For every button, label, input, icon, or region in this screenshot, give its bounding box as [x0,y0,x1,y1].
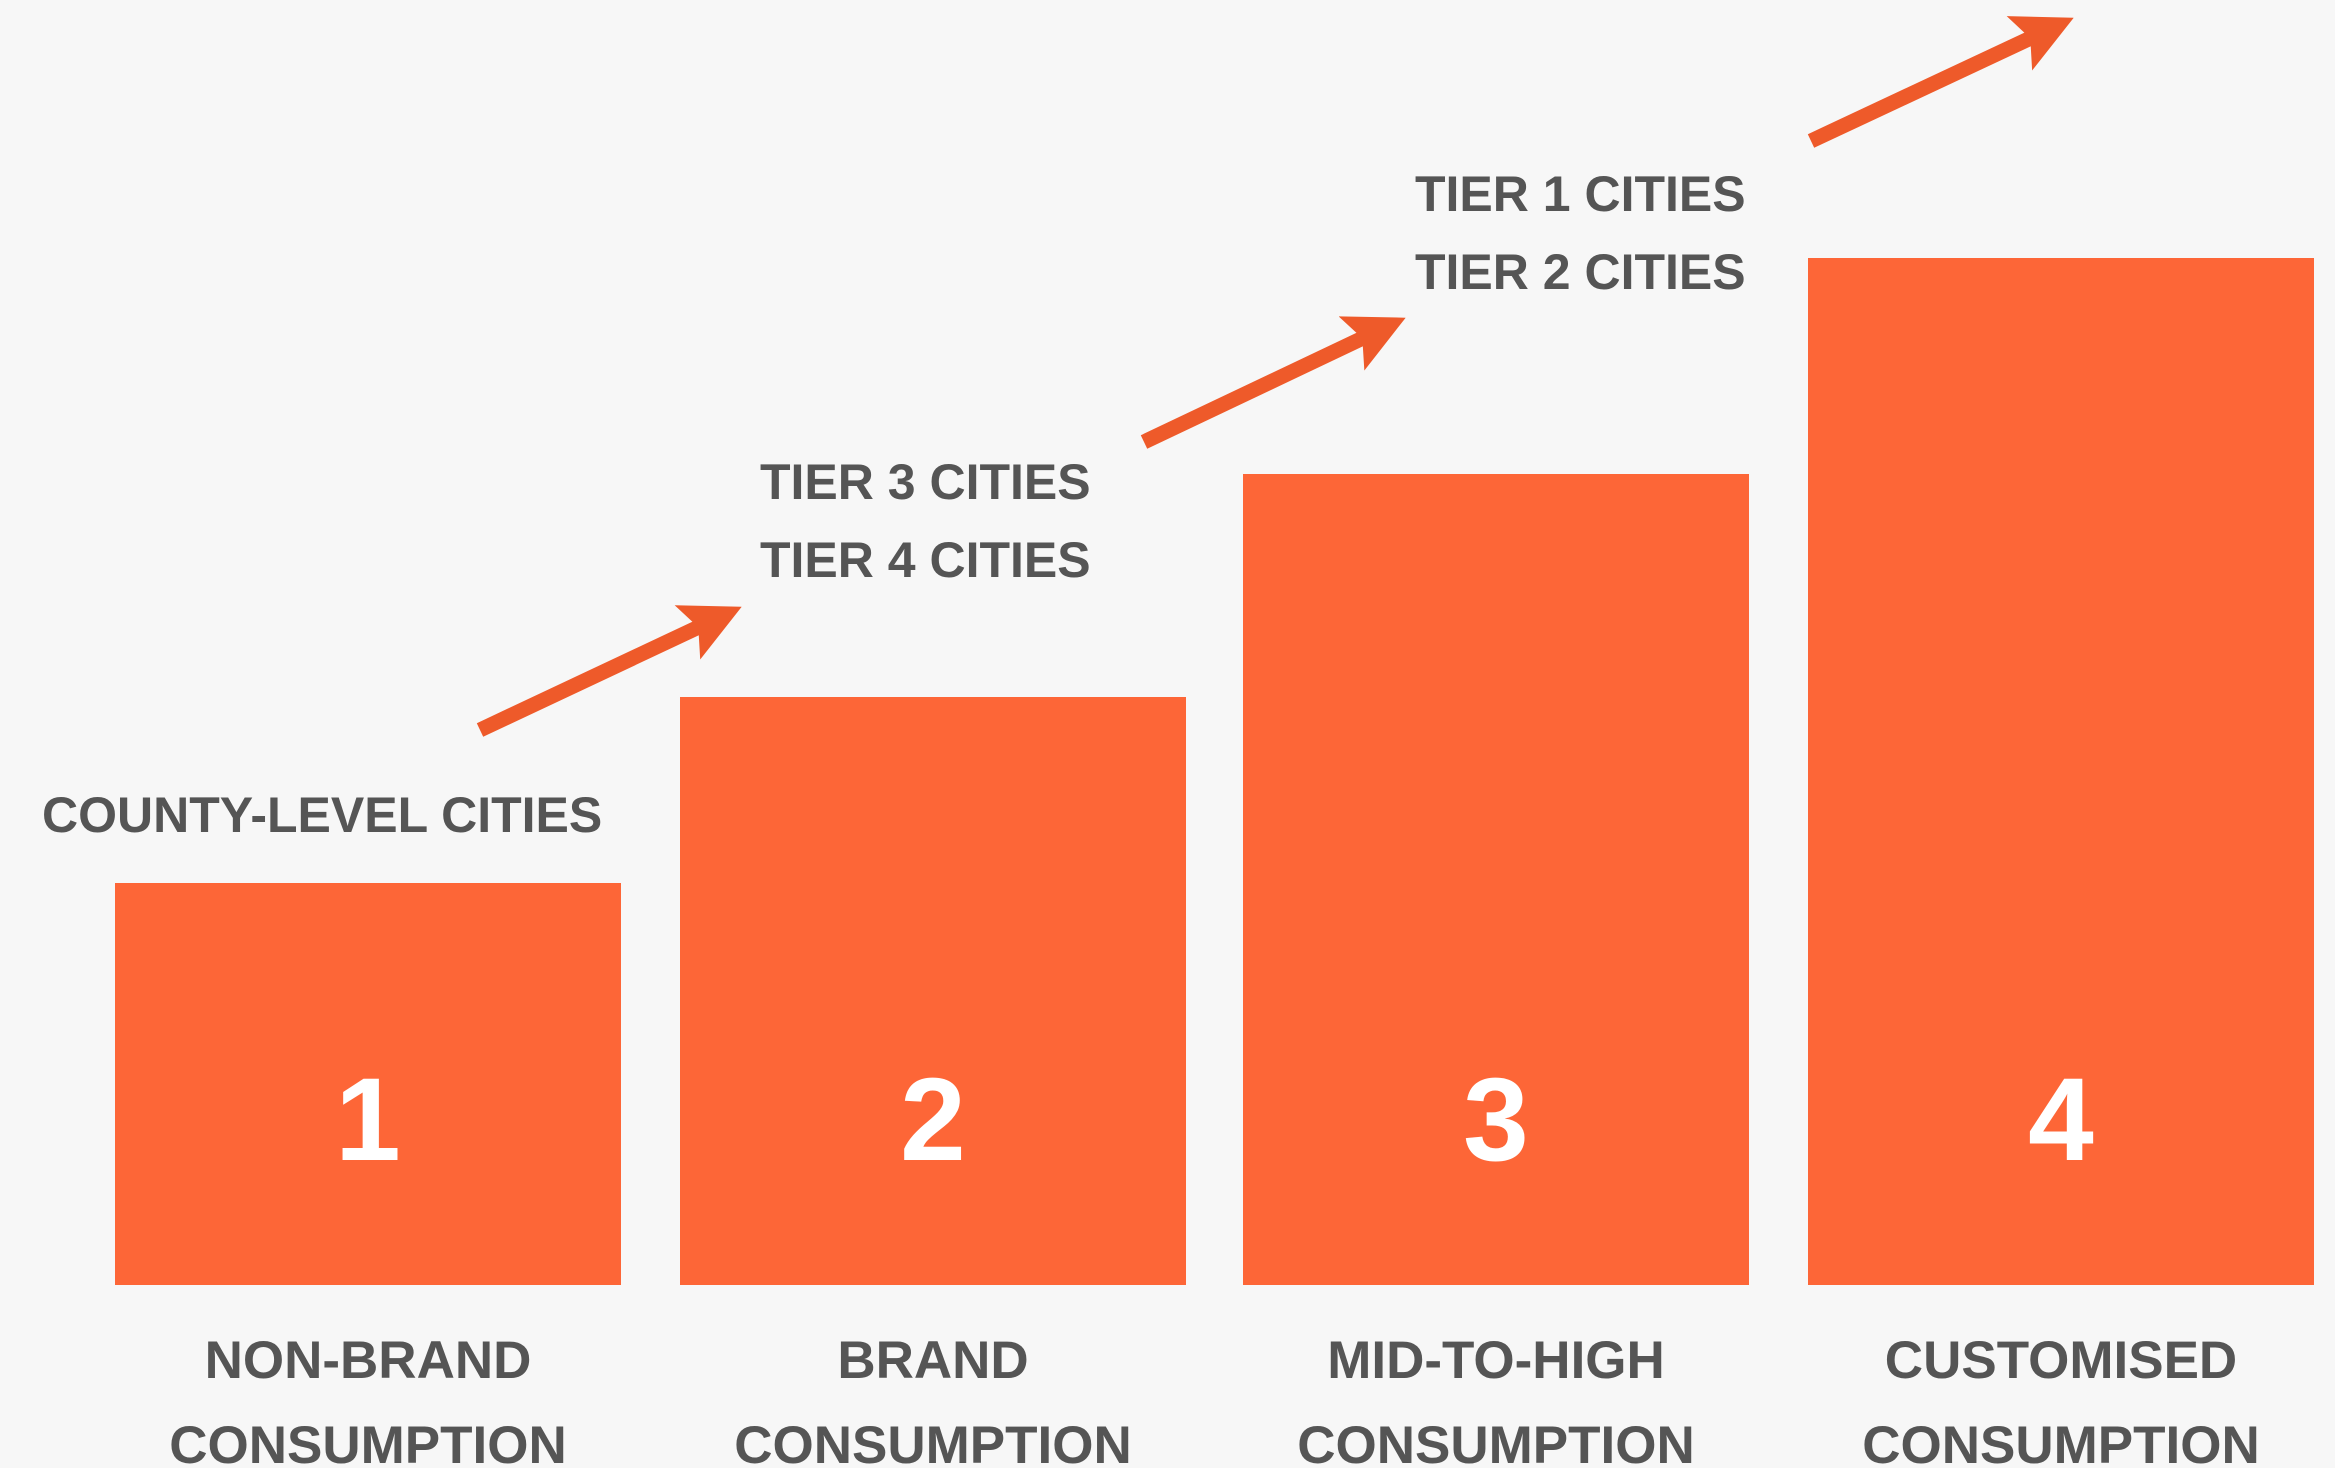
city-label: TIER 4 CITIES [760,532,1091,588]
step-label: BRAND [837,1331,1028,1390]
step-bar [680,697,1186,1285]
step-number: 1 [335,1054,401,1186]
step-number: 2 [900,1054,966,1186]
step-bar [1243,474,1749,1285]
arrow [476,605,742,737]
step-number: 3 [1463,1054,1529,1186]
step-label: MID-TO-HIGH [1327,1331,1665,1390]
step-label: CONSUMPTION [734,1416,1132,1468]
city-label: COUNTY-LEVEL CITIES [42,787,602,843]
arrow [1140,316,1406,449]
step-label: CUSTOMISED [1885,1331,2237,1390]
step-bar [115,883,621,1285]
step-bar [1808,258,2314,1285]
step-number: 4 [2028,1054,2094,1186]
city-label: TIER 1 CITIES [1415,166,1746,222]
arrow [1807,16,2074,148]
city-label: TIER 3 CITIES [760,454,1091,510]
step-label: CONSUMPTION [1862,1416,2260,1468]
step-label: CONSUMPTION [169,1416,567,1468]
step-label: CONSUMPTION [1297,1416,1695,1468]
city-label: TIER 2 CITIES [1415,244,1746,300]
step-label: NON-BRAND [205,1331,532,1390]
